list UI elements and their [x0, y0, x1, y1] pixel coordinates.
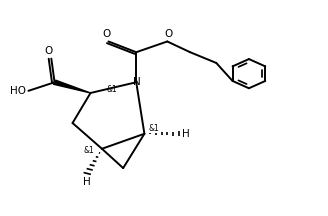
Text: H: H: [182, 129, 190, 139]
Text: &1: &1: [148, 124, 159, 133]
Polygon shape: [53, 80, 91, 93]
Text: O: O: [103, 29, 111, 39]
Text: H: H: [83, 177, 91, 187]
Text: HO: HO: [10, 86, 26, 96]
Text: N: N: [133, 77, 141, 87]
Text: O: O: [165, 29, 173, 39]
Text: O: O: [45, 46, 53, 57]
Text: &1: &1: [106, 85, 117, 94]
Text: &1: &1: [83, 146, 94, 155]
